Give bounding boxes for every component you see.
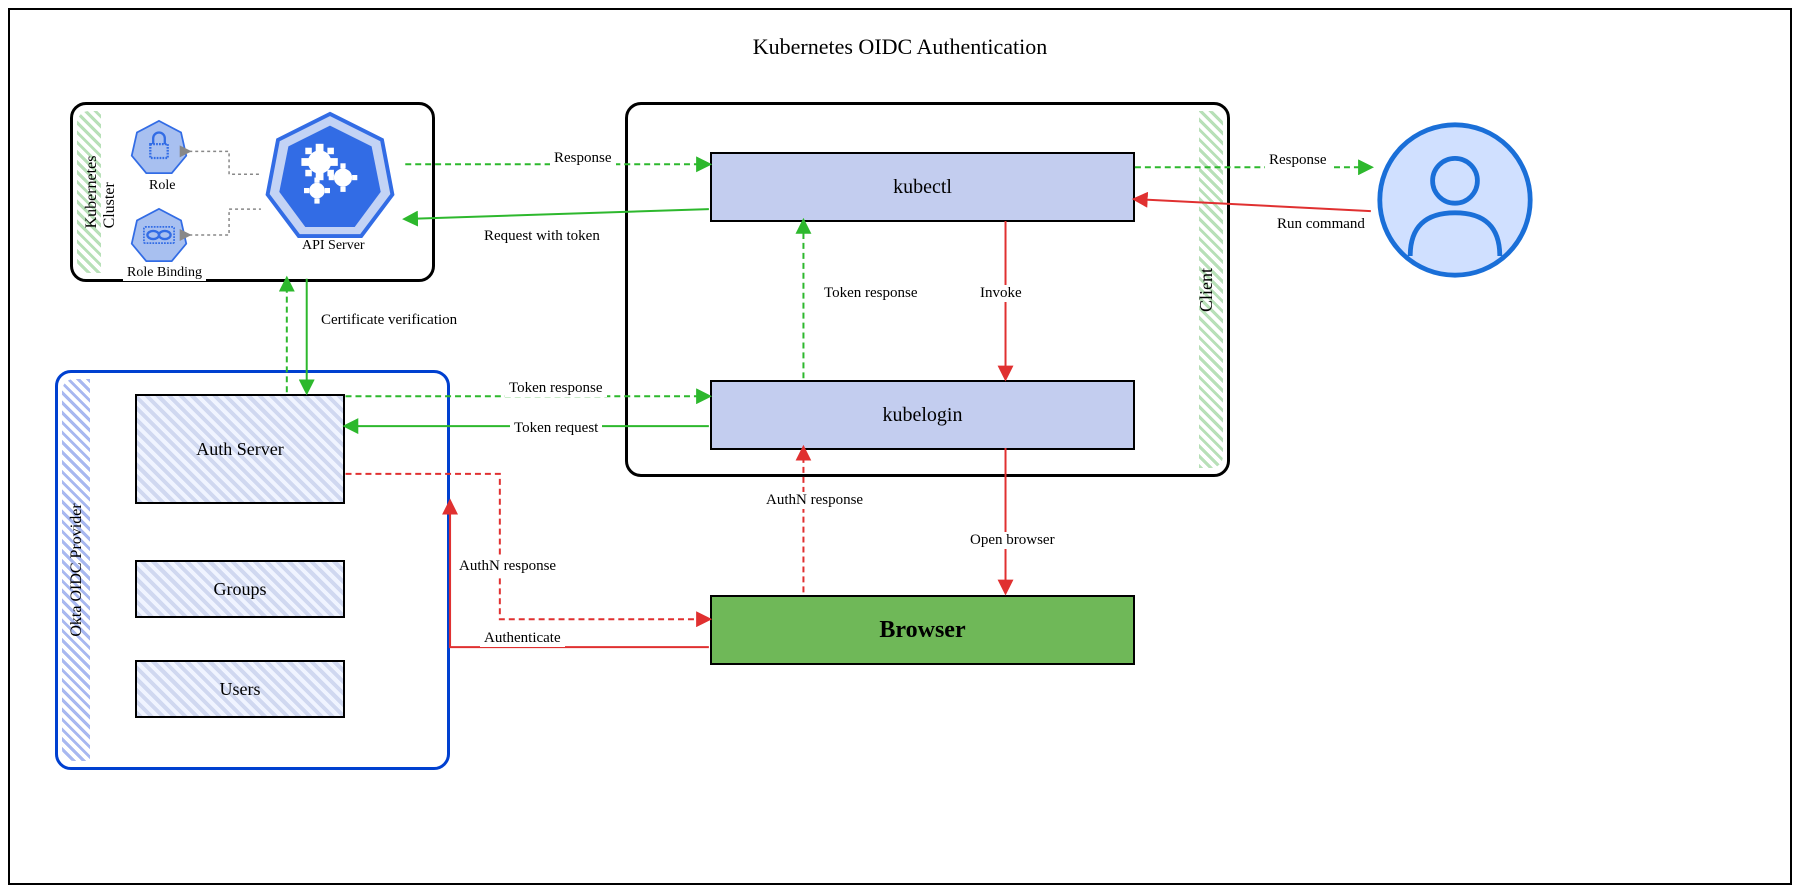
- role-label: Role: [145, 178, 179, 194]
- edge-authn-response-v: AuthN response: [762, 492, 867, 509]
- kubelogin-node: kubelogin: [710, 380, 1135, 450]
- edge-authn-response-h: AuthN response: [455, 558, 560, 575]
- edge-cert-verification: Certificate verification: [317, 312, 461, 329]
- kubectl-node: kubectl: [710, 152, 1135, 222]
- role-icon: [130, 118, 188, 176]
- api-server-label: API Server: [298, 238, 369, 254]
- api-server-icon: [265, 110, 395, 240]
- user-icon: [1375, 120, 1535, 280]
- edge-token-response-h: Token response: [505, 380, 607, 397]
- edge-open-browser: Open browser: [966, 532, 1059, 549]
- role-binding-label: Role Binding: [123, 265, 206, 281]
- diagram-frame: Kubernetes OIDC Authentication Kubernete…: [8, 8, 1792, 885]
- edge-token-request: Token request: [510, 420, 602, 437]
- groups-node: Groups: [135, 560, 345, 618]
- edge-response-api: Response: [550, 150, 616, 167]
- browser-node: Browser: [710, 595, 1135, 665]
- client-label: Client: [1194, 258, 1219, 322]
- edge-run-command: Run command: [1273, 216, 1369, 233]
- page-title: Kubernetes OIDC Authentication: [753, 34, 1048, 60]
- edge-invoke: Invoke: [976, 285, 1026, 302]
- edge-authenticate: Authenticate: [480, 630, 565, 647]
- okta-provider-label: Okta OIDC Provider: [66, 493, 88, 646]
- edge-request-token: Request with token: [480, 228, 604, 245]
- role-binding-icon: [130, 206, 188, 264]
- kubernetes-cluster-label: Kubernetes Cluster: [81, 146, 121, 239]
- edge-token-response-v: Token response: [820, 285, 922, 302]
- users-node: Users: [135, 660, 345, 718]
- edge-response-user: Response: [1265, 152, 1331, 169]
- auth-server-node: Auth Server: [135, 394, 345, 504]
